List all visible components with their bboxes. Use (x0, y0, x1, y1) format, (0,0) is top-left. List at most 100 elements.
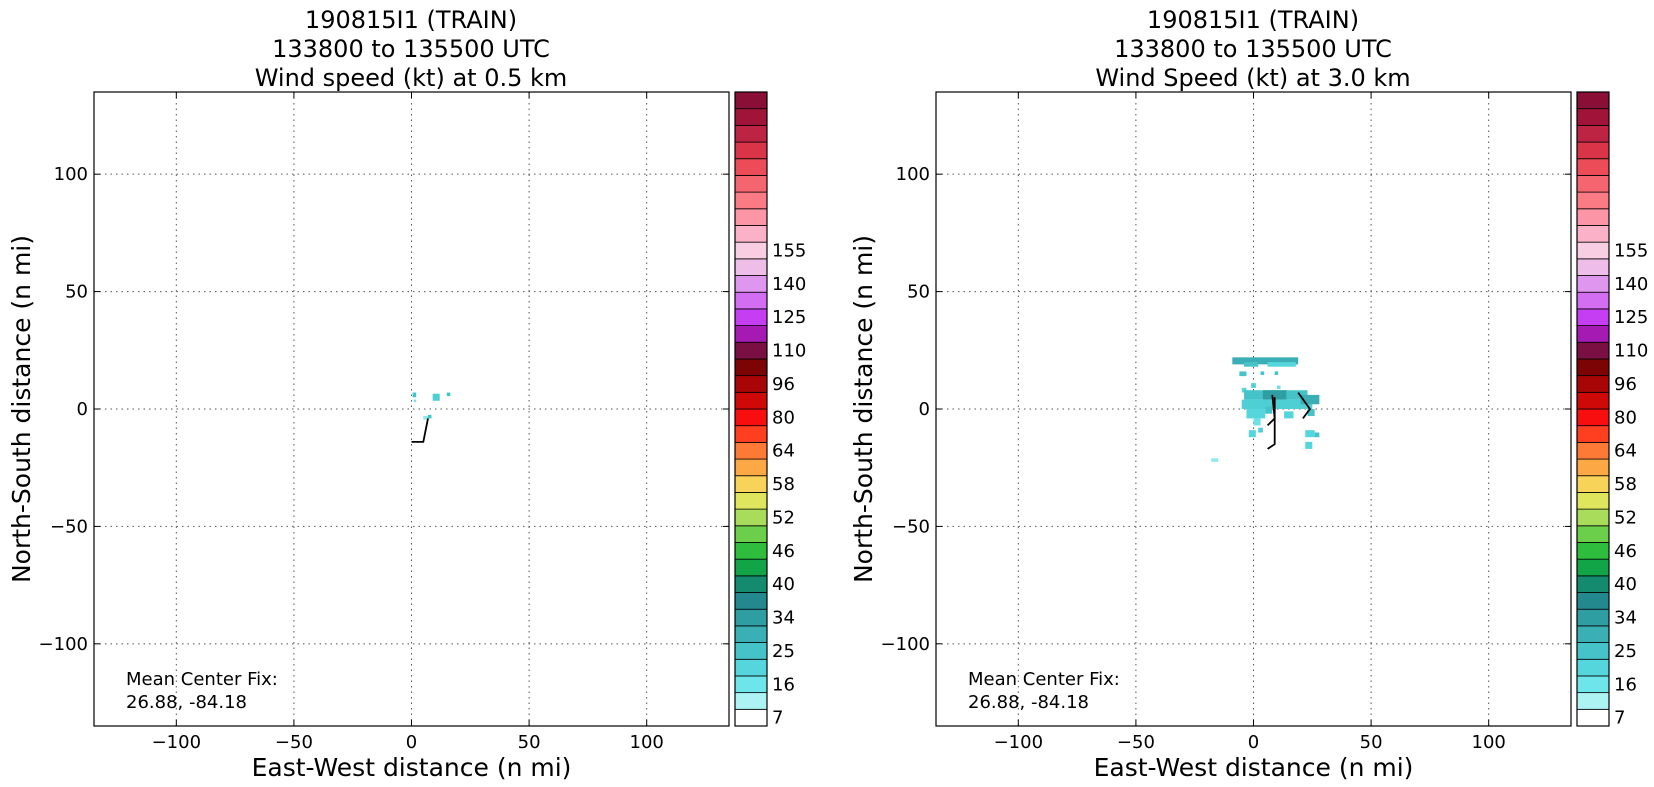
wind-cell (423, 416, 428, 420)
wind-cell (1267, 362, 1296, 367)
colorbar-segment (1576, 408, 1610, 427)
colorbar-segment (1576, 575, 1610, 593)
colorbar-segment (734, 108, 768, 126)
wind-cell (1241, 387, 1247, 393)
mean-center-fix-text: 26.88, -84.18 (126, 692, 247, 713)
colorbar-segment (734, 124, 768, 143)
chart-title-line: 133800 to 135500 UTC (272, 35, 550, 63)
colorbar-tick-label: 58 (1614, 474, 1637, 495)
wind-cell (1300, 394, 1320, 405)
x-tick-label: 0 (1248, 732, 1259, 753)
colorbar-segment (734, 708, 768, 727)
colorbar-segment (1576, 458, 1610, 477)
wind-cell (1307, 409, 1315, 417)
y-tick-label: 0 (77, 399, 88, 420)
colorbar-segment (1576, 425, 1610, 443)
wind-cell (1258, 427, 1263, 433)
colorbar-segment (1576, 275, 1610, 293)
y-tick-label: 50 (907, 282, 930, 303)
colorbar-segment (1576, 258, 1610, 276)
colorbar-segment (1576, 492, 1610, 510)
colorbar-segment (734, 258, 768, 276)
y-axis-label: North-South distance (n mi) (849, 235, 878, 583)
wind-cell (1211, 458, 1219, 462)
colorbar-tick-label: 58 (772, 474, 795, 495)
colorbar-segment (1576, 308, 1610, 326)
x-tick-label: −100 (152, 732, 201, 753)
colorbar-segment (734, 275, 768, 293)
x-tick-label: −100 (994, 732, 1043, 753)
colorbar-tick-label: 52 (1614, 507, 1637, 528)
chart-title-line: Wind Speed (kt) at 3.0 km (1095, 64, 1410, 92)
panel-left: 190815I1 (TRAIN)133800 to 135500 UTCWind… (7, 6, 806, 782)
colorbar-segment (734, 341, 768, 360)
colorbar-frame (734, 91, 768, 727)
colorbar-segment (1576, 108, 1610, 126)
colorbar-tick-label: 7 (1614, 708, 1625, 729)
colorbar-tick-label: 140 (1614, 274, 1648, 295)
colorbar-segment (734, 625, 768, 643)
colorbar-segment (1576, 708, 1610, 727)
mean-center-fix-text: Mean Center Fix: (968, 669, 1120, 690)
colorbar-segment (1576, 225, 1610, 243)
wind-cell (1253, 418, 1261, 426)
colorbar-segment (1576, 124, 1610, 143)
x-tick-label: 50 (518, 732, 541, 753)
x-tick-label: 100 (630, 732, 664, 753)
x-tick-label: 50 (1360, 732, 1383, 753)
wind-cell (1262, 390, 1287, 400)
chart-title-line: Wind speed (kt) at 0.5 km (255, 64, 568, 92)
colorbar-segment (734, 575, 768, 593)
colorbar-tick-label: 46 (772, 541, 795, 562)
colorbar-segment (1576, 608, 1610, 627)
colorbar-segment (734, 358, 768, 377)
colorbar-segment (734, 492, 768, 510)
x-axis-label: East-West distance (n mi) (252, 753, 572, 782)
colorbar-segment (734, 558, 768, 577)
wind-cell (427, 414, 432, 419)
x-tick-label: −50 (275, 732, 313, 753)
colorbar-tick-label: 34 (1614, 608, 1637, 629)
y-tick-label: −50 (892, 516, 930, 537)
colorbar-segment (1576, 508, 1610, 527)
wind-cell (1239, 371, 1247, 377)
colorbar-segment (734, 642, 768, 660)
colorbar-segment (1576, 208, 1610, 226)
colorbar-segment (734, 308, 768, 326)
wind-cell (1248, 430, 1256, 438)
colorbar-tick-label: 52 (772, 507, 795, 528)
colorbar-tick-label: 25 (772, 641, 795, 662)
colorbar-segment (1576, 341, 1610, 360)
y-tick-label: −100 (881, 634, 930, 655)
chart-title-line: 190815I1 (TRAIN) (1147, 6, 1359, 34)
y-tick-label: −100 (39, 634, 88, 655)
colorbar-tick-label: 25 (1614, 641, 1637, 662)
wind-cell (1251, 383, 1256, 388)
wind-barb (411, 418, 429, 443)
colorbar-segment (1576, 441, 1610, 460)
colorbar-tick-label: 64 (772, 441, 795, 462)
wind-cell (1246, 409, 1266, 419)
colorbar-segment (734, 91, 768, 110)
colorbar-segment (1576, 658, 1610, 677)
colorbar-tick-label: 34 (772, 608, 795, 629)
wind-cell (1244, 362, 1259, 367)
colorbar-tick-label: 96 (1614, 374, 1637, 395)
colorbar-tick-label: 110 (1614, 341, 1648, 362)
colorbar-tick-label: 7 (772, 708, 783, 729)
x-axis-label: East-West distance (n mi) (1094, 753, 1414, 782)
wind-cell (1274, 371, 1279, 375)
colorbar-segment (1576, 675, 1610, 694)
colorbar-segment (734, 658, 768, 677)
colorbar-segment (734, 408, 768, 427)
colorbar-segment (1576, 475, 1610, 493)
colorbar-tick-label: 64 (1614, 441, 1637, 462)
colorbar-segment (1576, 158, 1610, 176)
colorbar-tick-label: 40 (1614, 574, 1637, 595)
colorbar-segment (734, 475, 768, 493)
colorbar-segment (734, 325, 768, 343)
colorbar-segment (1576, 241, 1610, 260)
colorbar-segment (1576, 642, 1610, 660)
colorbar-segment (1576, 375, 1610, 393)
